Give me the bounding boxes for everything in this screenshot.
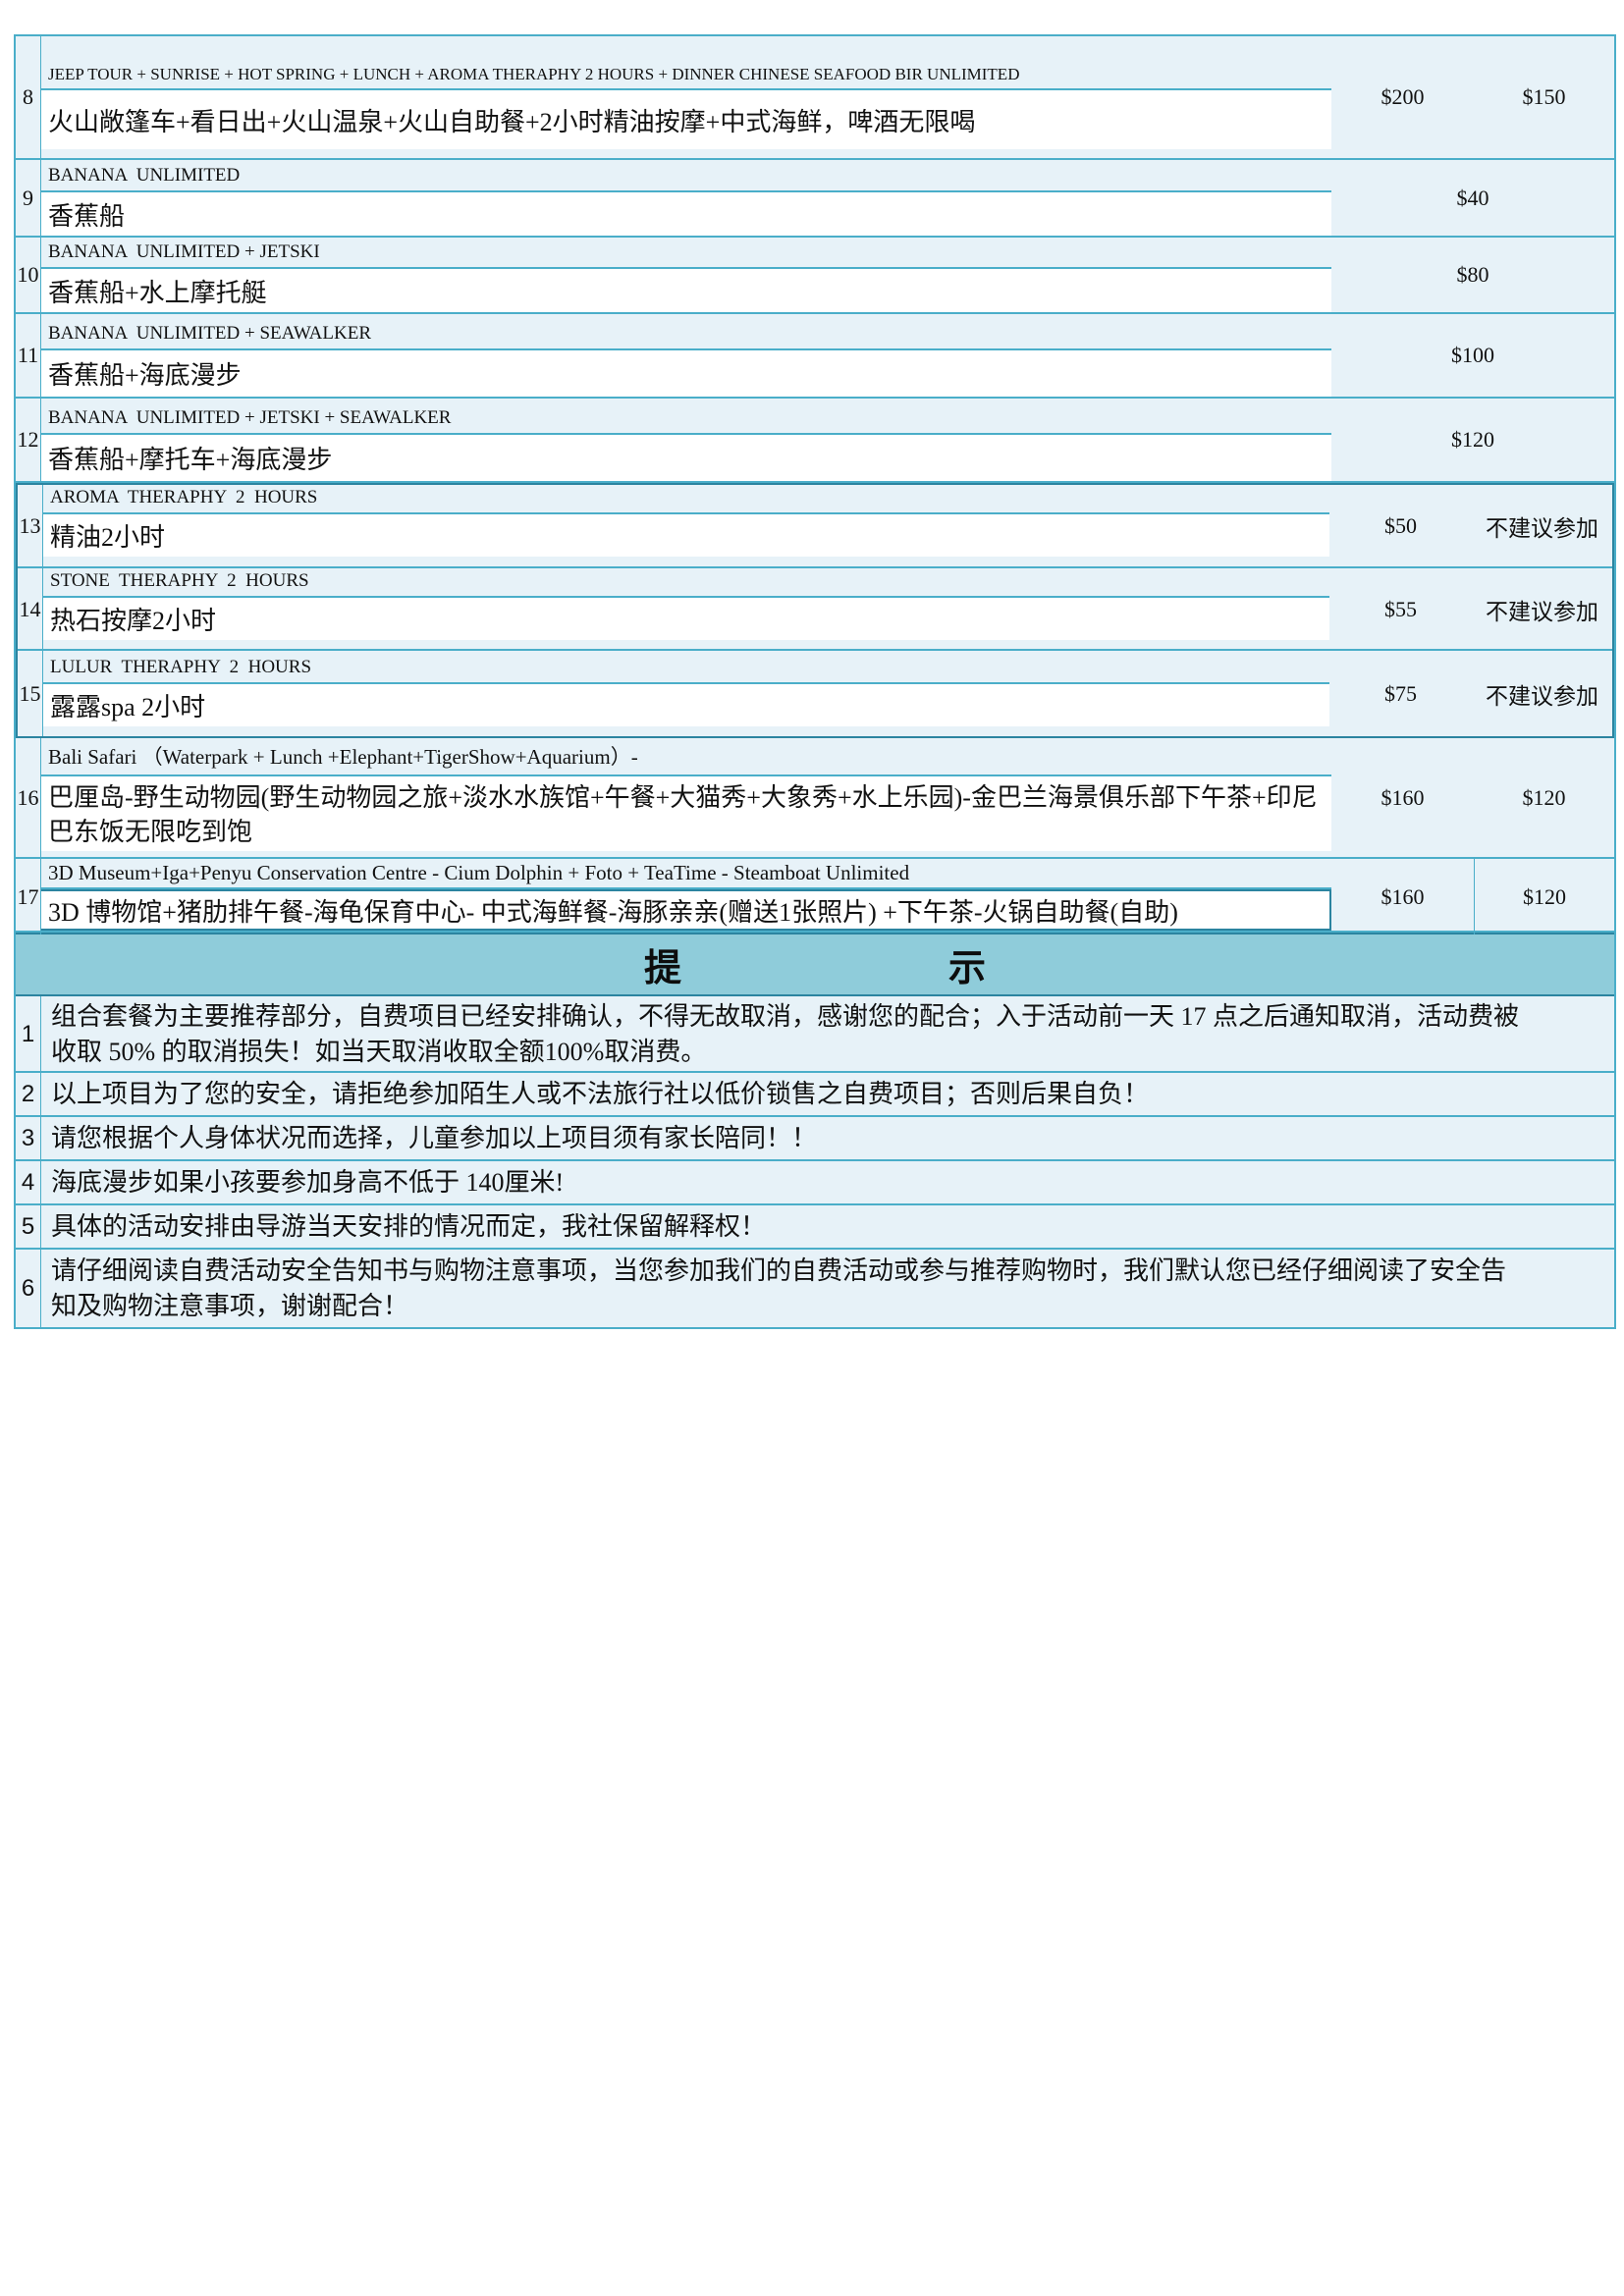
- row-number: 13: [18, 485, 43, 566]
- activity-desc: STONE THERAPHY 2 HOURS 热石按摩2小时: [43, 568, 1329, 650]
- note-row-3: 3 请您根据个人身体状况而选择，儿童参加以上项目须有家长陪同！！: [16, 1117, 1614, 1161]
- note-number: 6: [16, 1250, 41, 1327]
- row-number: 9: [16, 160, 41, 236]
- note-number: 1: [16, 996, 41, 1073]
- activity-name-zh: 露露spa 2小时: [43, 684, 1329, 726]
- activity-name-en: LULUR THERAPHY 2 HOURS: [43, 651, 1329, 684]
- note-number: 3: [16, 1117, 41, 1159]
- notice-header: 提 示: [16, 933, 1614, 996]
- activity-name-zh: 火山敞篷车+看日出+火山温泉+火山自助餐+2小时精油按摩+中式海鲜，啤酒无限喝: [41, 90, 1331, 149]
- activity-desc: JEEP TOUR + SUNRISE + HOT SPRING + LUNCH…: [41, 36, 1331, 158]
- note-number: 4: [16, 1161, 41, 1203]
- note-text: 组合套餐为主要推荐部分，自费项目已经安排确认，不得无故取消，感谢您的配合；入于活…: [51, 1002, 1520, 1066]
- row-number: 12: [16, 399, 41, 481]
- price-adult: $75: [1384, 680, 1417, 706]
- note-row-1: 1 组合套餐为主要推荐部分，自费项目已经安排确认，不得无故取消，感谢您的配合；入…: [16, 996, 1614, 1073]
- activity-name-zh: 香蕉船+海底漫步: [41, 350, 1331, 397]
- note-row-6: 6 请仔细阅读自费活动安全告知书与购物注意事项，当您参加我们的自费活动或参与推荐…: [16, 1250, 1614, 1327]
- activity-desc: BANANA UNLIMITED + JETSKI + SEAWALKER 香蕉…: [41, 399, 1331, 481]
- activity-name-en: BANANA UNLIMITED + JETSKI + SEAWALKER: [41, 399, 1331, 435]
- activity-name-zh: 3D 博物馆+猪肋排午餐-海龟保育中心- 中式海鲜餐-海豚亲亲(赠送1张照片) …: [41, 889, 1331, 931]
- row-number: 15: [18, 651, 43, 736]
- note-row-2: 2 以上项目为了您的安全，请拒绝参加陌生人或不法旅行社以低价锁售之自费项目；否则…: [16, 1073, 1614, 1117]
- table-row-14: 14 STONE THERAPHY 2 HOURS 热石按摩2小时 $55 不建…: [18, 568, 1612, 651]
- table-row-8: 8 JEEP TOUR + SUNRISE + HOT SPRING + LUN…: [16, 36, 1614, 160]
- price-child: $120: [1474, 859, 1614, 934]
- row-number: 11: [16, 314, 41, 397]
- activity-name-zh: 香蕉船+摩托车+海底漫步: [41, 435, 1331, 481]
- activity-name-en: 3D Museum+Iga+Penyu Conservation Centre …: [41, 859, 1331, 889]
- activity-name-zh: 热石按摩2小时: [43, 598, 1329, 640]
- activity-name-zh: 巴厘岛-野生动物园(野生动物园之旅+淡水水族馆+午餐+大猫秀+大象秀+水上乐园)…: [41, 776, 1331, 851]
- activity-name-en: Bali Safari （Waterpark + Lunch +Elephant…: [41, 738, 1331, 776]
- note-text: 请仔细阅读自费活动安全告知书与购物注意事项，当您参加我们的自费活动或参与推荐购物…: [51, 1255, 1507, 1320]
- spa-group-box: 13 AROMA THERAPHY 2 HOURS 精油2小时 $50 不建议参…: [16, 483, 1614, 738]
- activity-name-en: JEEP TOUR + SUNRISE + HOT SPRING + LUNCH…: [41, 36, 1331, 90]
- price-merged: $80: [1456, 262, 1489, 287]
- activity-desc: LULUR THERAPHY 2 HOURS 露露spa 2小时: [43, 651, 1329, 736]
- price-merged: $40: [1456, 185, 1489, 210]
- table-row-12: 12 BANANA UNLIMITED + JETSKI + SEAWALKER…: [16, 399, 1614, 483]
- remark-not-recommended: 不建议参加: [1486, 683, 1598, 709]
- price-child: $120: [1522, 784, 1566, 810]
- price-child: $150: [1522, 84, 1566, 109]
- activity-desc: Bali Safari （Waterpark + Lunch +Elephant…: [41, 738, 1331, 857]
- note-row-5: 5 具体的活动安排由导游当天安排的情况而定，我社保留解释权！: [16, 1205, 1614, 1250]
- activity-name-zh: 精油2小时: [43, 514, 1329, 557]
- price-merged: $100: [1451, 343, 1494, 367]
- activities-table: 8 JEEP TOUR + SUNRISE + HOT SPRING + LUN…: [14, 34, 1616, 1329]
- price-adult: $55: [1384, 596, 1417, 621]
- note-text: 请您根据个人身体状况而选择，儿童参加以上项目须有家长陪同！！: [51, 1123, 818, 1152]
- remark-not-recommended: 不建议参加: [1486, 599, 1598, 624]
- table-row-13: 13 AROMA THERAPHY 2 HOURS 精油2小时 $50 不建议参…: [18, 485, 1612, 568]
- table-row-16: 16 Bali Safari （Waterpark + Lunch +Eleph…: [16, 738, 1614, 859]
- note-number: 2: [16, 1073, 41, 1115]
- activity-name-en: BANANA UNLIMITED + JETSKI: [41, 238, 1331, 269]
- activity-name-en: BANANA UNLIMITED: [41, 160, 1331, 192]
- notice-title-char: 示: [948, 948, 987, 989]
- activity-name-en: BANANA UNLIMITED + SEAWALKER: [41, 314, 1331, 350]
- row-number: 14: [18, 568, 43, 650]
- price-adult: $160: [1380, 883, 1425, 909]
- price-merged: $120: [1451, 427, 1494, 452]
- activity-desc: 3D Museum+Iga+Penyu Conservation Centre …: [41, 859, 1331, 934]
- activity-name-zh: 香蕉船: [41, 192, 1331, 236]
- table-row-11: 11 BANANA UNLIMITED + SEAWALKER 香蕉船+海底漫步…: [16, 314, 1614, 399]
- activity-desc: BANANA UNLIMITED 香蕉船: [41, 160, 1331, 236]
- note-text: 具体的活动安排由导游当天安排的情况而定，我社保留解释权！: [51, 1211, 767, 1241]
- table-row-10: 10 BANANA UNLIMITED + JETSKI 香蕉船+水上摩托艇 $…: [16, 238, 1614, 314]
- activity-name-en: STONE THERAPHY 2 HOURS: [43, 568, 1329, 598]
- activity-desc: AROMA THERAPHY 2 HOURS 精油2小时: [43, 485, 1329, 566]
- price-adult: $50: [1384, 512, 1417, 538]
- activity-name-zh: 香蕉船+水上摩托艇: [41, 269, 1331, 312]
- row-number: 16: [16, 738, 41, 857]
- table-row-17: 17 3D Museum+Iga+Penyu Conservation Cent…: [16, 859, 1614, 934]
- note-text: 海底漫步如果小孩要参加身高不低于 140厘米!: [51, 1167, 565, 1197]
- price-adult: $200: [1380, 84, 1425, 109]
- table-row-15: 15 LULUR THERAPHY 2 HOURS 露露spa 2小时 $75 …: [18, 651, 1612, 736]
- price-adult: $160: [1380, 784, 1425, 810]
- activity-desc: BANANA UNLIMITED + JETSKI 香蕉船+水上摩托艇: [41, 238, 1331, 312]
- note-text: 以上项目为了您的安全，请拒绝参加陌生人或不法旅行社以低价锁售之自费项目；否则后果…: [51, 1079, 1150, 1108]
- note-number: 5: [16, 1205, 41, 1248]
- note-row-4: 4 海底漫步如果小孩要参加身高不低于 140厘米!: [16, 1161, 1614, 1205]
- row-number: 10: [16, 238, 41, 312]
- activity-name-en: AROMA THERAPHY 2 HOURS: [43, 485, 1329, 514]
- table-row-9: 9 BANANA UNLIMITED 香蕉船 $40: [16, 160, 1614, 238]
- row-number: 17: [16, 859, 41, 934]
- remark-not-recommended: 不建议参加: [1486, 515, 1598, 541]
- notice-title-char: 提: [643, 948, 681, 989]
- activity-desc: BANANA UNLIMITED + SEAWALKER 香蕉船+海底漫步: [41, 314, 1331, 397]
- row-number: 8: [16, 36, 41, 158]
